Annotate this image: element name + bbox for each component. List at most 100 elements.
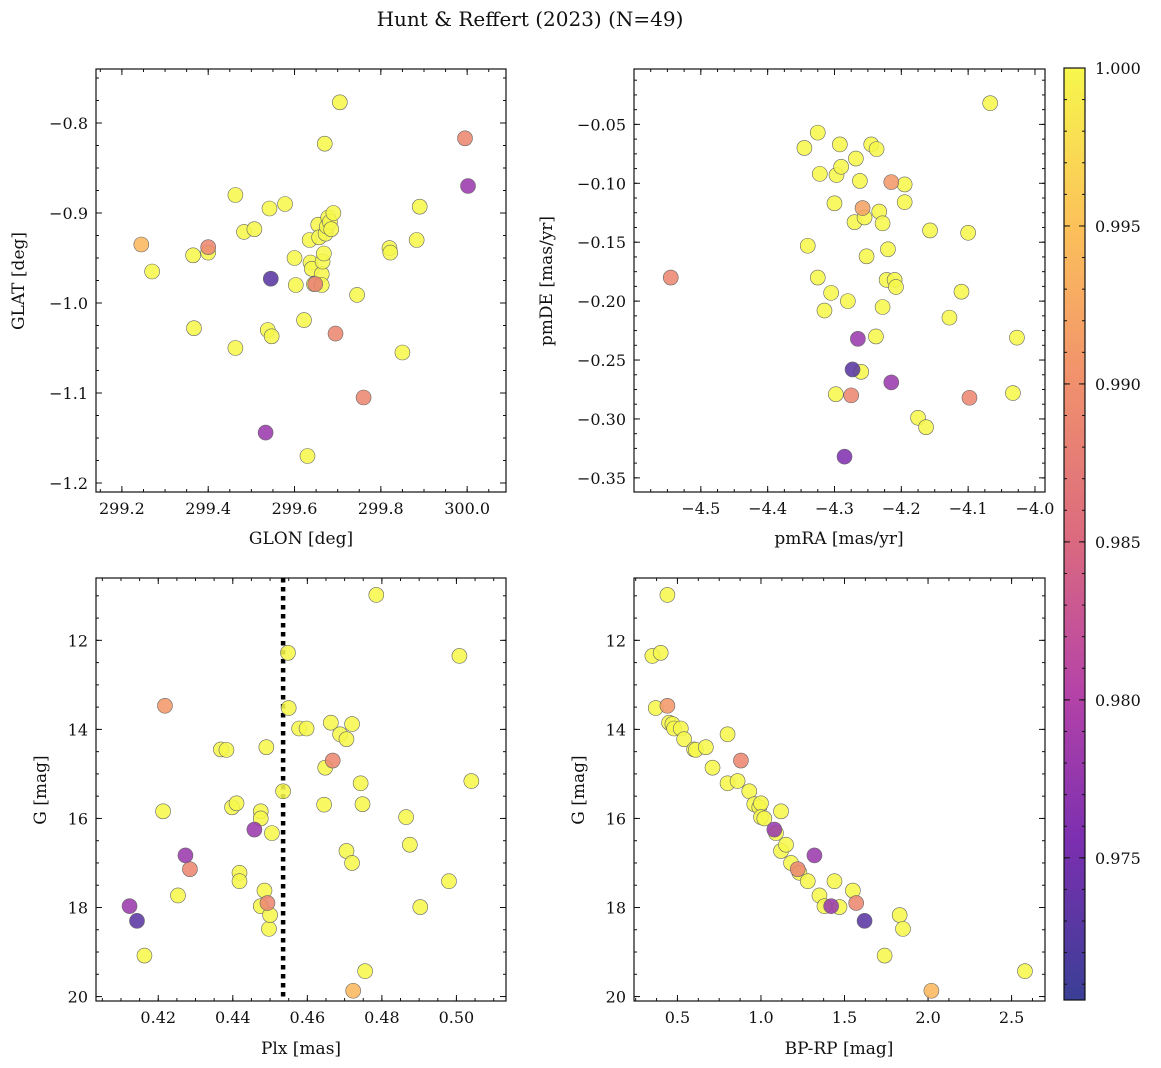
colorbar-tick-label: 0.990 — [1095, 375, 1141, 394]
data-point — [394, 344, 411, 361]
data-point — [874, 299, 891, 315]
data-point — [307, 276, 324, 292]
data-point — [828, 386, 844, 403]
y-tick-label: −1.2 — [49, 474, 88, 493]
data-point — [1005, 385, 1021, 401]
data-point — [354, 796, 371, 812]
data-point — [133, 236, 150, 253]
x-tick-label: 0.5 — [665, 1008, 690, 1027]
data-point — [982, 95, 999, 111]
colorbar-tick-label: 0.985 — [1095, 533, 1141, 552]
data-point — [858, 248, 875, 265]
data-point — [766, 821, 783, 838]
data-point — [960, 224, 976, 241]
data-point — [778, 836, 794, 853]
x-tick-label: −4.1 — [949, 499, 988, 518]
y-tick-label: 20 — [606, 988, 626, 1007]
data-point — [852, 173, 868, 189]
data-point — [891, 907, 908, 923]
x-axis-label: GLON [deg] — [249, 529, 353, 549]
y-tick-label: 16 — [606, 809, 626, 828]
data-point — [261, 921, 277, 937]
data-point — [844, 361, 861, 378]
data-point — [323, 221, 340, 237]
data-point — [923, 982, 940, 999]
data-point — [856, 913, 873, 929]
x-tick-label: 1.5 — [832, 1008, 857, 1027]
data-point — [288, 277, 304, 293]
data-point — [659, 587, 676, 603]
y-tick-label: −0.10 — [577, 174, 626, 193]
x-axis-label: Plx [mas] — [261, 1039, 341, 1059]
y-tick-label: −0.15 — [577, 233, 626, 252]
y-tick-label: −0.20 — [577, 292, 626, 311]
data-point — [756, 810, 773, 827]
data-point — [258, 739, 275, 756]
x-tick-label: 299.2 — [99, 499, 145, 518]
plot-frame — [633, 577, 1046, 1002]
x-tick-label: 0.44 — [215, 1008, 251, 1027]
data-point — [408, 232, 425, 248]
x-tick-label: 0.46 — [290, 1008, 326, 1027]
x-tick-label: 2.5 — [999, 1008, 1024, 1027]
y-tick-label: 14 — [606, 720, 626, 739]
data-point — [753, 795, 769, 812]
colorbar-tick-label: 0.980 — [1095, 691, 1141, 710]
data-point — [676, 731, 692, 747]
y-tick-label: −1.1 — [49, 384, 88, 403]
data-point — [826, 195, 843, 212]
data-point — [896, 176, 913, 193]
data-point — [704, 759, 721, 776]
data-point — [280, 700, 297, 716]
data-point — [299, 448, 316, 464]
data-point — [848, 150, 864, 167]
data-point — [659, 697, 676, 714]
data-point — [832, 136, 848, 153]
data-point — [177, 847, 194, 864]
data-point — [868, 328, 884, 345]
x-tick-label: −4.5 — [681, 499, 720, 518]
data-point — [157, 697, 173, 714]
data-point — [170, 887, 186, 904]
data-point — [246, 221, 263, 237]
data-point — [799, 873, 816, 890]
data-point — [382, 244, 399, 261]
x-tick-label: 299.8 — [358, 499, 404, 518]
data-point — [357, 963, 373, 979]
data-point — [809, 124, 826, 141]
data-point — [227, 340, 244, 356]
figure-title: Hunt & Reffert (2023) (N=49) — [377, 7, 684, 31]
data-point — [823, 285, 839, 301]
data-point — [719, 726, 736, 743]
data-point — [262, 270, 279, 287]
data-point — [316, 135, 333, 152]
data-point — [185, 247, 201, 264]
data-point — [259, 895, 276, 911]
data-point — [286, 250, 303, 266]
x-tick-label: 0.48 — [364, 1008, 400, 1027]
data-point — [411, 198, 428, 215]
data-point — [868, 141, 885, 157]
panel-glon-glat: 299.2 299.4 299.6 299.8 300.0 −0.8 −0.9 −1.0 −1.… — [9, 68, 507, 549]
data-point — [652, 645, 669, 661]
data-point — [874, 215, 891, 232]
y-tick-label: −0.05 — [577, 115, 626, 134]
data-point — [876, 947, 893, 964]
colorbar-tick-label: 1.000 — [1095, 59, 1141, 78]
data-point — [922, 222, 938, 239]
data-point — [327, 325, 344, 342]
data-point — [941, 309, 958, 326]
data-point — [296, 312, 312, 328]
y-axis-label: G [mag] — [569, 755, 589, 824]
data-point — [344, 855, 360, 871]
data-point — [843, 387, 859, 404]
data-point — [344, 716, 360, 732]
data-point — [227, 187, 244, 203]
data-point — [298, 720, 315, 737]
data-point — [323, 714, 339, 731]
x-axis-label: BP-RP [mag] — [785, 1039, 894, 1059]
y-tick-label: 18 — [68, 898, 88, 917]
data-point — [809, 269, 826, 286]
data-point — [355, 389, 372, 406]
y-tick-label: −0.35 — [577, 469, 626, 488]
